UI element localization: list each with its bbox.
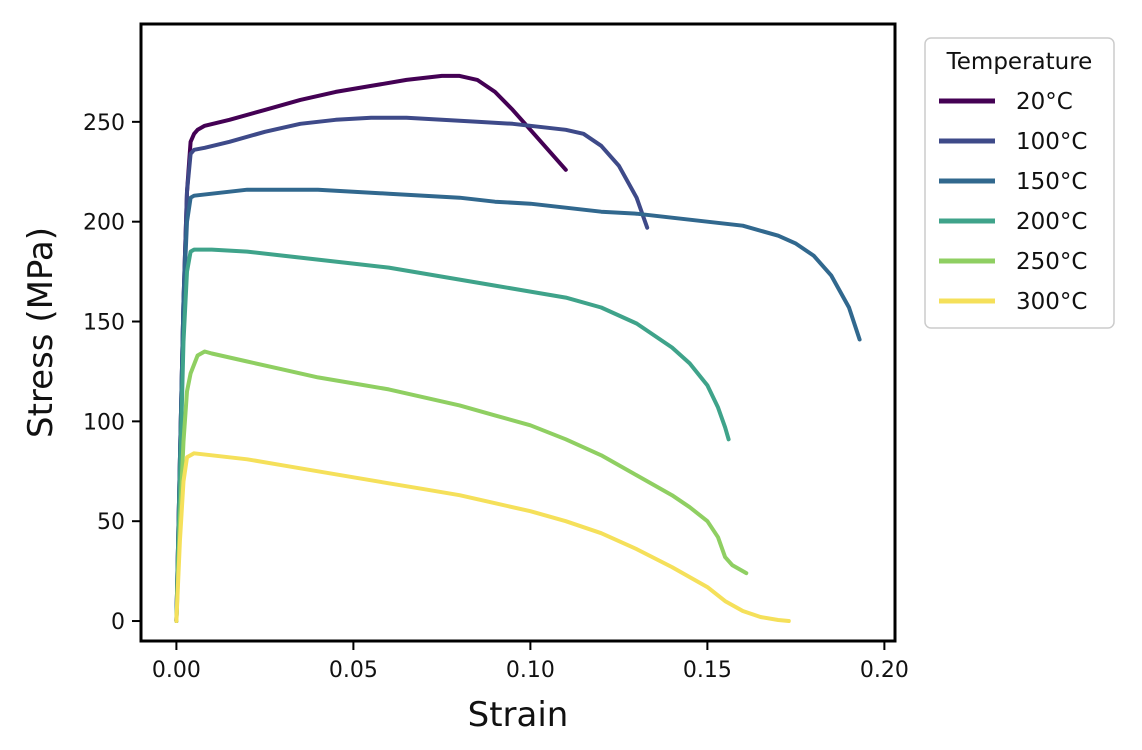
legend-label: 100°C: [1016, 129, 1087, 155]
y-tick-label: 100: [83, 410, 125, 435]
axis-ticks: 0.00 0.05 0.10 0.15 0.20 0 50 100 150 200 250: [83, 111, 909, 683]
series-line-3: [174, 247, 731, 623]
legend-title: Temperature: [946, 49, 1093, 75]
legend-box: [924, 37, 1115, 329]
x-axis-title: Strain: [468, 695, 569, 735]
x-tick-label: 0.10: [506, 658, 555, 683]
y-tick-label: 200: [83, 211, 125, 236]
y-axis-title: Stress (MPa): [21, 227, 61, 438]
series-line-5: [174, 451, 791, 623]
y-tick-label: 50: [97, 510, 125, 535]
legend: Temperature 20°C 100°C 150°C 200°C 250°C 300°C: [924, 37, 1115, 329]
x-tick-label: 0.20: [860, 658, 909, 683]
legend-label: 300°C: [1016, 289, 1087, 315]
series-line-2: [174, 187, 862, 623]
legend-label: 200°C: [1016, 209, 1087, 235]
y-tick-label: 150: [83, 311, 125, 336]
legend-label: 150°C: [1016, 169, 1087, 195]
legend-label: 20°C: [1016, 89, 1073, 115]
y-tick-label: 250: [83, 111, 125, 136]
x-tick-label: 0.00: [152, 658, 201, 683]
series-line-1: [174, 115, 650, 623]
series-line-4: [174, 349, 749, 623]
y-tick-label: 0: [111, 610, 125, 635]
plot-area: [174, 73, 862, 623]
legend-label: 250°C: [1016, 249, 1087, 275]
x-tick-label: 0.05: [329, 658, 378, 683]
plot-frame: [139, 22, 897, 643]
series-line-0: [174, 73, 568, 623]
x-tick-label: 0.15: [683, 658, 732, 683]
